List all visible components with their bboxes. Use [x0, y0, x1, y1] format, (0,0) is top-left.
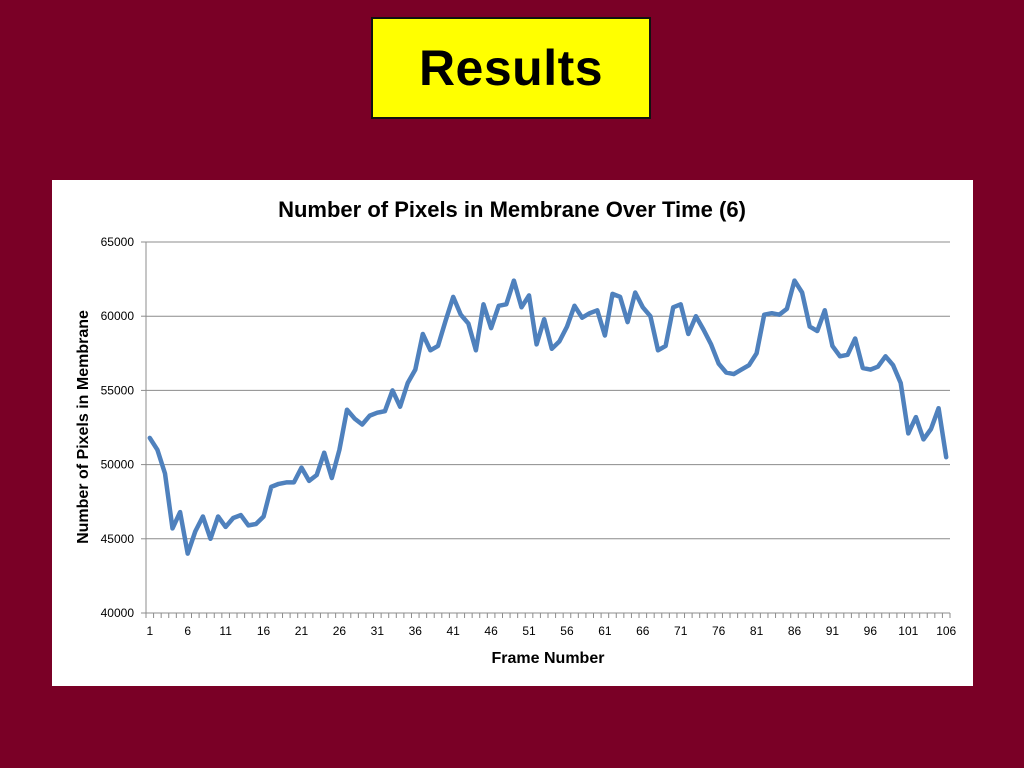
x-tick-label: 1	[146, 624, 153, 638]
slide-title: Results	[418, 40, 604, 96]
x-tick-label: 71	[674, 624, 688, 638]
x-tick-label: 91	[826, 624, 840, 638]
x-tick-label: 21	[295, 624, 309, 638]
gridlines	[141, 241, 950, 614]
line-chart: Number of Pixels in Membrane Over Time (…	[75, 197, 957, 667]
x-tick-label: 6	[184, 624, 191, 638]
y-tick-label: 55000	[101, 383, 135, 397]
series-group	[147, 278, 949, 556]
x-tick-label: 51	[522, 624, 536, 638]
chart-title: Number of Pixels in Membrane Over Time (…	[278, 197, 746, 222]
chart-panel: Number of Pixels in Membrane Over Time (…	[52, 180, 973, 686]
x-tick-labels: 1 6 11 16 21 26 31 36 41 46 51 56 61 66 71 76 81 86 91 96 10…	[146, 624, 956, 638]
x-tick-label: 86	[788, 624, 802, 638]
x-tick-label: 81	[750, 624, 764, 638]
x-tick-label: 61	[598, 624, 612, 638]
y-tick-label: 50000	[101, 458, 135, 472]
y-tick-label: 65000	[101, 235, 135, 249]
y-tick-labels: 40000 45000 50000 55000 60000 65000	[101, 235, 135, 620]
x-tick-label: 31	[371, 624, 385, 638]
x-tick-label: 106	[936, 624, 956, 638]
y-axis-title: Number of Pixels in Membrane	[75, 310, 92, 544]
x-tick-label: 66	[636, 624, 650, 638]
y-tick-label: 60000	[101, 309, 135, 323]
x-axis-title: Frame Number	[492, 650, 605, 667]
x-tick-label: 41	[447, 624, 461, 638]
x-tick-label: 56	[560, 624, 574, 638]
x-tick-label: 26	[333, 624, 347, 638]
x-tick-label: 46	[484, 624, 498, 638]
y-tick-label: 40000	[101, 606, 135, 620]
x-tick-label: 101	[898, 624, 918, 638]
x-tick-label: 11	[219, 624, 232, 638]
axes	[145, 242, 951, 618]
series-line	[147, 278, 949, 556]
x-tick-label: 76	[712, 624, 726, 638]
slide-title-box: Results	[371, 17, 651, 119]
x-tick-label: 16	[257, 624, 271, 638]
x-tick-label: 96	[864, 624, 878, 638]
x-tick-label: 36	[409, 624, 423, 638]
y-tick-label: 45000	[101, 532, 135, 546]
